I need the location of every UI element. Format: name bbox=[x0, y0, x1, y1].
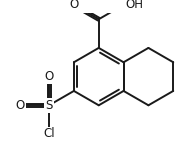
Text: Cl: Cl bbox=[43, 127, 55, 141]
Text: OH: OH bbox=[125, 0, 143, 11]
Text: O: O bbox=[44, 70, 54, 83]
Text: O: O bbox=[16, 99, 25, 112]
Text: O: O bbox=[69, 0, 78, 11]
Text: S: S bbox=[45, 99, 53, 112]
